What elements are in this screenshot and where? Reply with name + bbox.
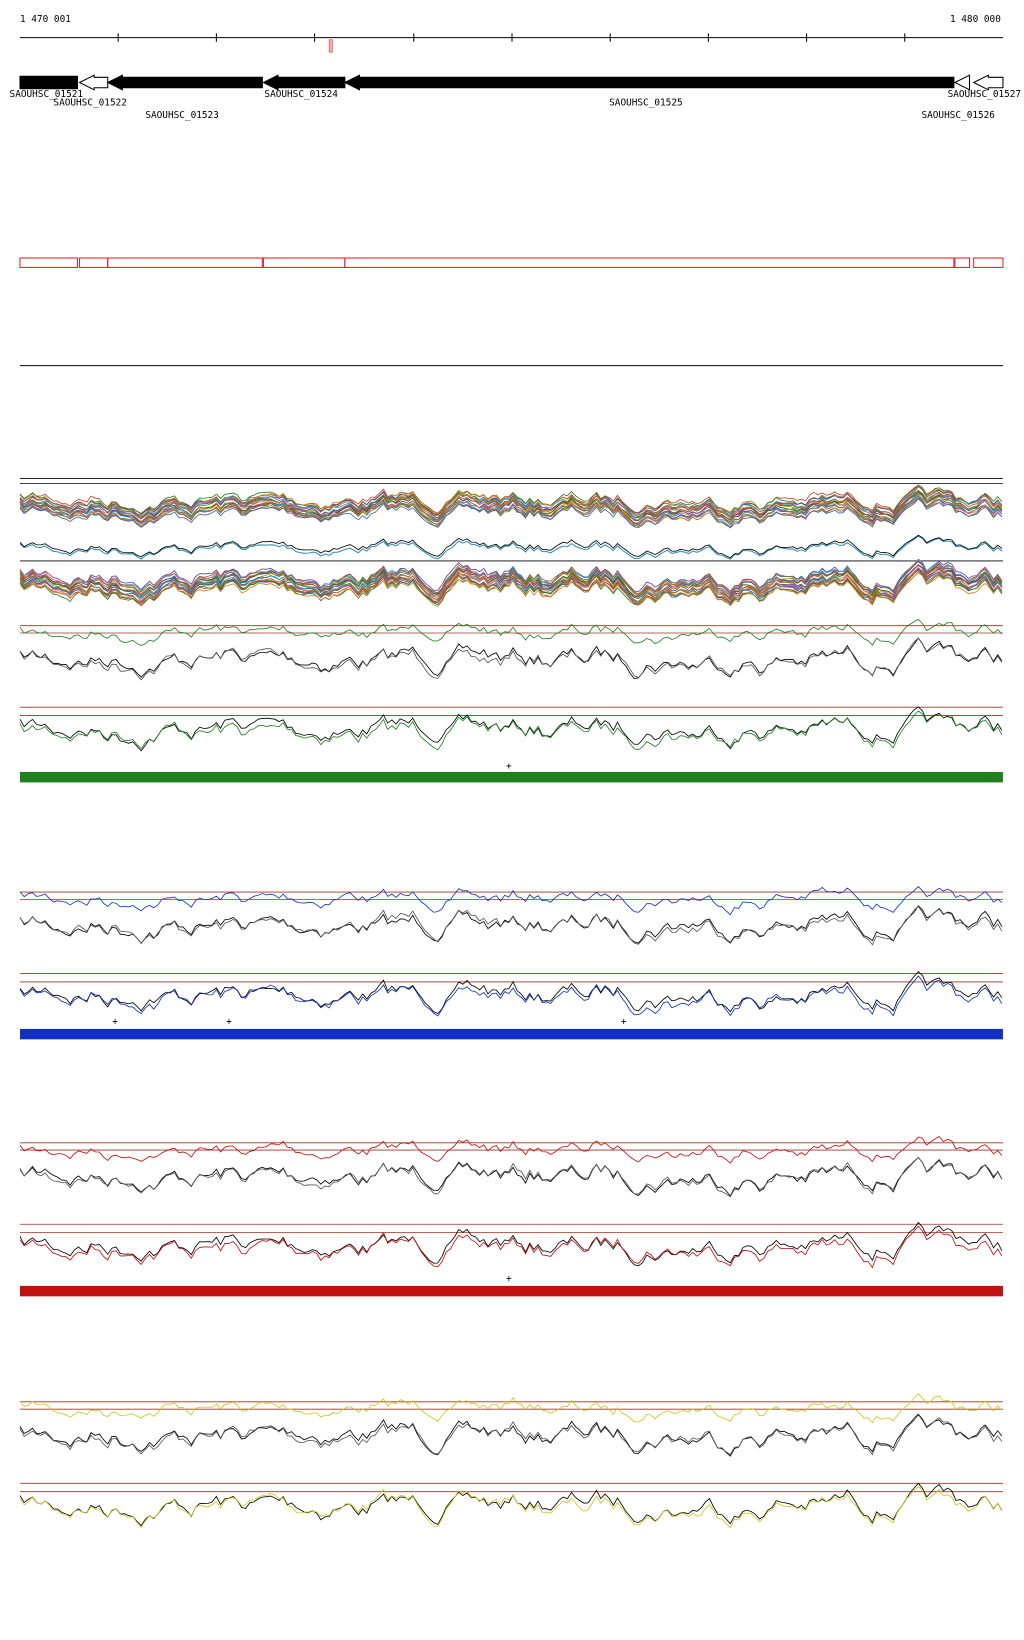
gene-box bbox=[107, 257, 263, 268]
strand-marker: + bbox=[506, 761, 512, 772]
ruler-end: 1 480 000 bbox=[950, 14, 1001, 25]
trace bbox=[19, 1414, 1003, 1456]
trace bbox=[19, 485, 1003, 518]
trace bbox=[19, 491, 1003, 523]
gene-arrow bbox=[262, 74, 346, 91]
trace bbox=[19, 637, 1003, 681]
strand-bar bbox=[20, 1028, 1003, 1040]
trace bbox=[19, 558, 1003, 594]
ruler-start: 1 470 001 bbox=[20, 14, 71, 25]
gene-label: SAOUHSC_01522 bbox=[53, 98, 127, 109]
trace bbox=[19, 1156, 1003, 1198]
snp-marker bbox=[328, 39, 333, 53]
gene-arrow bbox=[106, 74, 263, 91]
strand-marker: + bbox=[112, 1017, 118, 1028]
trace bbox=[19, 535, 1003, 560]
trace bbox=[19, 560, 1003, 597]
trace bbox=[19, 886, 1003, 916]
trace bbox=[19, 618, 1003, 647]
trace bbox=[19, 497, 1003, 528]
gene-arrow bbox=[19, 75, 78, 90]
trace bbox=[19, 534, 1003, 559]
gene-label: SAOUHSC_01523 bbox=[145, 110, 219, 121]
trace bbox=[19, 637, 1003, 680]
trace bbox=[19, 1482, 1003, 1527]
trace bbox=[19, 497, 1003, 528]
trace bbox=[19, 905, 1003, 945]
trace bbox=[19, 1135, 1003, 1164]
trace bbox=[19, 486, 1003, 518]
trace bbox=[19, 970, 1003, 1015]
strand-marker: + bbox=[621, 1017, 627, 1028]
gene-arrow bbox=[972, 74, 1004, 91]
strand-bar bbox=[20, 1285, 1003, 1297]
strand-marker: + bbox=[506, 1274, 512, 1285]
gene-box bbox=[954, 257, 971, 268]
gene-label: SAOUHSC_01527 bbox=[948, 89, 1022, 100]
trace bbox=[19, 563, 1003, 600]
trace bbox=[19, 706, 1003, 752]
gene-arrow bbox=[953, 74, 971, 91]
gene-label: SAOUHSC_01524 bbox=[264, 89, 338, 100]
gene-box bbox=[973, 257, 1004, 268]
trace bbox=[19, 1393, 1003, 1424]
gene-label: SAOUHSC_01525 bbox=[609, 98, 683, 109]
gene-box bbox=[19, 257, 78, 268]
trace bbox=[19, 498, 1003, 529]
strand-marker: + bbox=[226, 1017, 232, 1028]
strand-bar bbox=[20, 771, 1003, 783]
trace bbox=[19, 1413, 1003, 1457]
gene-box bbox=[79, 257, 109, 268]
trace bbox=[19, 571, 1003, 607]
trace bbox=[19, 1225, 1003, 1269]
trace bbox=[19, 1221, 1003, 1267]
gene-arrow bbox=[78, 74, 109, 91]
trace bbox=[19, 490, 1003, 519]
trace bbox=[19, 1157, 1003, 1197]
gene-box bbox=[344, 257, 955, 268]
trace bbox=[19, 905, 1003, 946]
gene-label: SAOUHSC_01521 bbox=[10, 89, 84, 100]
gene-box bbox=[262, 257, 346, 268]
trace bbox=[19, 1485, 1003, 1529]
trace bbox=[19, 975, 1003, 1017]
trace bbox=[19, 710, 1003, 751]
gene-label: SAOUHSC_01526 bbox=[921, 110, 995, 121]
gene-arrow bbox=[343, 74, 955, 91]
